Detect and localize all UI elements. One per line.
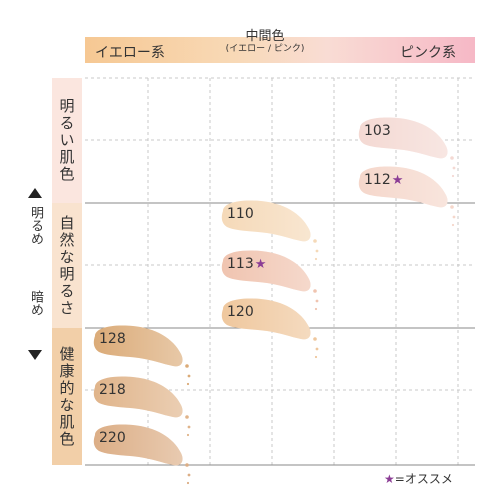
- row-natural: 自然な明るさ: [52, 203, 82, 328]
- swatch-droplet: [314, 257, 318, 261]
- swatch-highlight: [93, 376, 183, 418]
- legend-text: =オススメ: [394, 472, 453, 486]
- swatch-droplet: [450, 156, 454, 160]
- swatch-droplet: [186, 481, 190, 485]
- swatch-highlight: [358, 117, 448, 159]
- swatch-103: [358, 117, 456, 178]
- shade-label-110: 110: [227, 206, 255, 222]
- swatch-droplet: [451, 223, 455, 227]
- shade-code: 103: [364, 123, 391, 139]
- darker-label: 暗め: [28, 290, 43, 316]
- swatch-droplet: [186, 382, 190, 386]
- row-healthy: 健康的な肌色: [52, 328, 82, 465]
- arrow-up-icon: [28, 188, 42, 198]
- shade-code: 220: [99, 430, 126, 446]
- swatch-droplet: [452, 166, 456, 170]
- swatch-highlight: [221, 250, 311, 292]
- neutral-tone-subtitle: (イエロー / ピンク): [225, 44, 305, 54]
- swatch-droplet: [452, 215, 456, 219]
- swatch-highlight: [358, 166, 448, 208]
- brighter-label: 明るめ: [28, 206, 43, 245]
- row-bright: 明るい肌色: [52, 78, 82, 203]
- swatch-highlight: [221, 298, 311, 340]
- swatch-droplet: [185, 364, 189, 368]
- tone-scale-bar: [85, 37, 475, 63]
- swatch-droplet: [185, 463, 189, 467]
- legend-star-icon: ★: [384, 472, 395, 486]
- shade-label-112: 112★: [364, 172, 403, 188]
- swatch-110: [221, 200, 319, 261]
- shade-label-113: 113★: [227, 256, 266, 272]
- legend: ★=オススメ: [384, 470, 453, 487]
- brightness-axis: 明るめ 暗め: [20, 188, 52, 360]
- swatch-220: [93, 424, 191, 485]
- swatch-droplet: [186, 433, 190, 437]
- row-bright-label: 明るい肌色: [57, 98, 76, 183]
- swatch-droplet: [451, 174, 455, 178]
- swatch-droplet: [315, 249, 319, 253]
- neutral-tone-label: 中間色 (イエロー / ピンク): [215, 30, 315, 55]
- yellow-tone-label: イエロー系: [95, 45, 165, 61]
- shade-code: 113: [227, 256, 254, 272]
- swatch-droplet: [450, 205, 454, 209]
- swatch-droplet: [185, 415, 189, 419]
- row-natural-label: 自然な明るさ: [57, 214, 76, 317]
- shade-label-218: 218: [99, 382, 127, 398]
- swatch-113: [221, 250, 319, 311]
- swatch-droplet: [314, 355, 318, 359]
- swatch-droplet: [315, 347, 319, 351]
- arrow-down-icon: [28, 350, 42, 360]
- row-healthy-label: 健康的な肌色: [57, 345, 76, 448]
- swatch-droplet: [314, 307, 318, 311]
- recommended-star-icon: ★: [254, 257, 267, 272]
- pink-tone-label: ピンク系: [400, 45, 456, 61]
- recommended-star-icon: ★: [391, 173, 404, 188]
- swatch-droplet: [313, 337, 317, 341]
- swatch-droplet: [187, 473, 191, 477]
- swatch-112: [358, 166, 456, 227]
- shade-label-120: 120: [227, 304, 255, 320]
- swatch-droplet: [315, 299, 319, 303]
- neutral-tone-title: 中間色: [245, 29, 285, 44]
- shade-label-128: 128: [99, 331, 127, 347]
- shade-code: 128: [99, 331, 126, 347]
- shade-code: 112: [364, 172, 391, 188]
- shade-label-220: 220: [99, 430, 127, 446]
- swatch-218: [93, 376, 191, 437]
- swatch-droplet: [313, 239, 317, 243]
- swatch-highlight: [221, 200, 311, 242]
- swatch-highlight: [93, 325, 183, 367]
- shade-code: 218: [99, 382, 126, 398]
- swatch-120: [221, 298, 319, 359]
- shade-code: 110: [227, 206, 254, 222]
- swatch-droplet: [313, 289, 317, 293]
- swatch-highlight: [93, 424, 183, 466]
- shade-code: 120: [227, 304, 254, 320]
- swatch-droplet: [187, 425, 191, 429]
- swatch-droplet: [187, 374, 191, 378]
- shade-label-103: 103: [364, 123, 392, 139]
- swatch-128: [93, 325, 191, 386]
